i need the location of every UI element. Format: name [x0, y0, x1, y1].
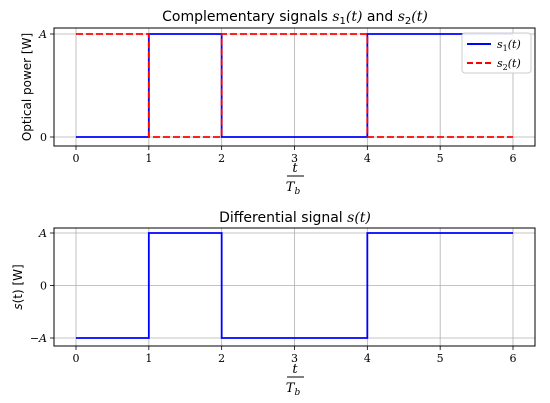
chart-top-ylabel: Optical power [W]: [20, 33, 34, 141]
y-tick-label: 0: [40, 131, 47, 144]
x-tick-label: 5: [437, 352, 444, 365]
x-tick-label: 5: [437, 152, 444, 165]
chart-bottom-title: Differential signal s(t): [219, 210, 371, 226]
chart-top-ticks: 0 1 2 3 4 5 6 0 A: [38, 28, 516, 165]
x-tick-label: 2: [218, 352, 225, 365]
chart-bottom-grid: [54, 228, 535, 346]
x-tick-label: 6: [510, 352, 517, 365]
chart-bottom-xlabel-num: t: [292, 362, 298, 377]
chart-top-series: [76, 33, 513, 138]
chart-top-legend: s1(t) s2(t): [461, 32, 532, 74]
x-tick-label: 0: [73, 352, 80, 365]
y-tick-label: A: [38, 227, 47, 240]
chart-bottom-series: [76, 232, 513, 339]
x-tick-label: 1: [145, 352, 152, 365]
legend-label-s2: s2(t): [497, 57, 521, 72]
chart-top-title: Complementary signals s1(t) and s2(t): [162, 9, 428, 27]
chart-bottom-ylabel: s(t) [W]: [11, 264, 25, 309]
y-tick-label: −A: [30, 332, 47, 345]
chart-top-xlabel-num: t: [292, 161, 298, 176]
chart-bottom: Differential signal s(t) 0 1 2 3 4 5 6 −A 0 A s(t…: [11, 210, 536, 398]
x-tick-label: 2: [218, 152, 225, 165]
x-tick-label: 6: [510, 152, 517, 165]
x-tick-label: 1: [145, 152, 152, 165]
series-line-1: [76, 33, 513, 138]
chart-top: Complementary signals s1(t) and s2(t) 0 1…: [20, 9, 536, 197]
legend-item-s1: s1(t): [467, 38, 521, 53]
y-tick-label: 0: [40, 280, 47, 293]
x-tick-label: 0: [73, 152, 80, 165]
series-line-0: [76, 232, 513, 339]
chart-bottom-xlabel: t Tb: [286, 362, 304, 398]
legend-label-s1: s1(t): [497, 38, 521, 53]
y-tick-label: A: [38, 28, 47, 41]
chart-bottom-ticks: 0 1 2 3 4 5 6 −A 0 A: [30, 227, 517, 365]
x-tick-label: 3: [291, 352, 298, 365]
x-tick-label: 4: [364, 352, 371, 365]
chart-top-xlabel: t Tb: [286, 161, 304, 197]
chart-top-xlabel-den: Tb: [286, 180, 301, 197]
x-tick-label: 4: [364, 152, 371, 165]
chart-bottom-xlabel-den: Tb: [286, 381, 301, 398]
legend-item-s2: s2(t): [467, 57, 521, 72]
x-tick-label: 3: [291, 152, 298, 165]
